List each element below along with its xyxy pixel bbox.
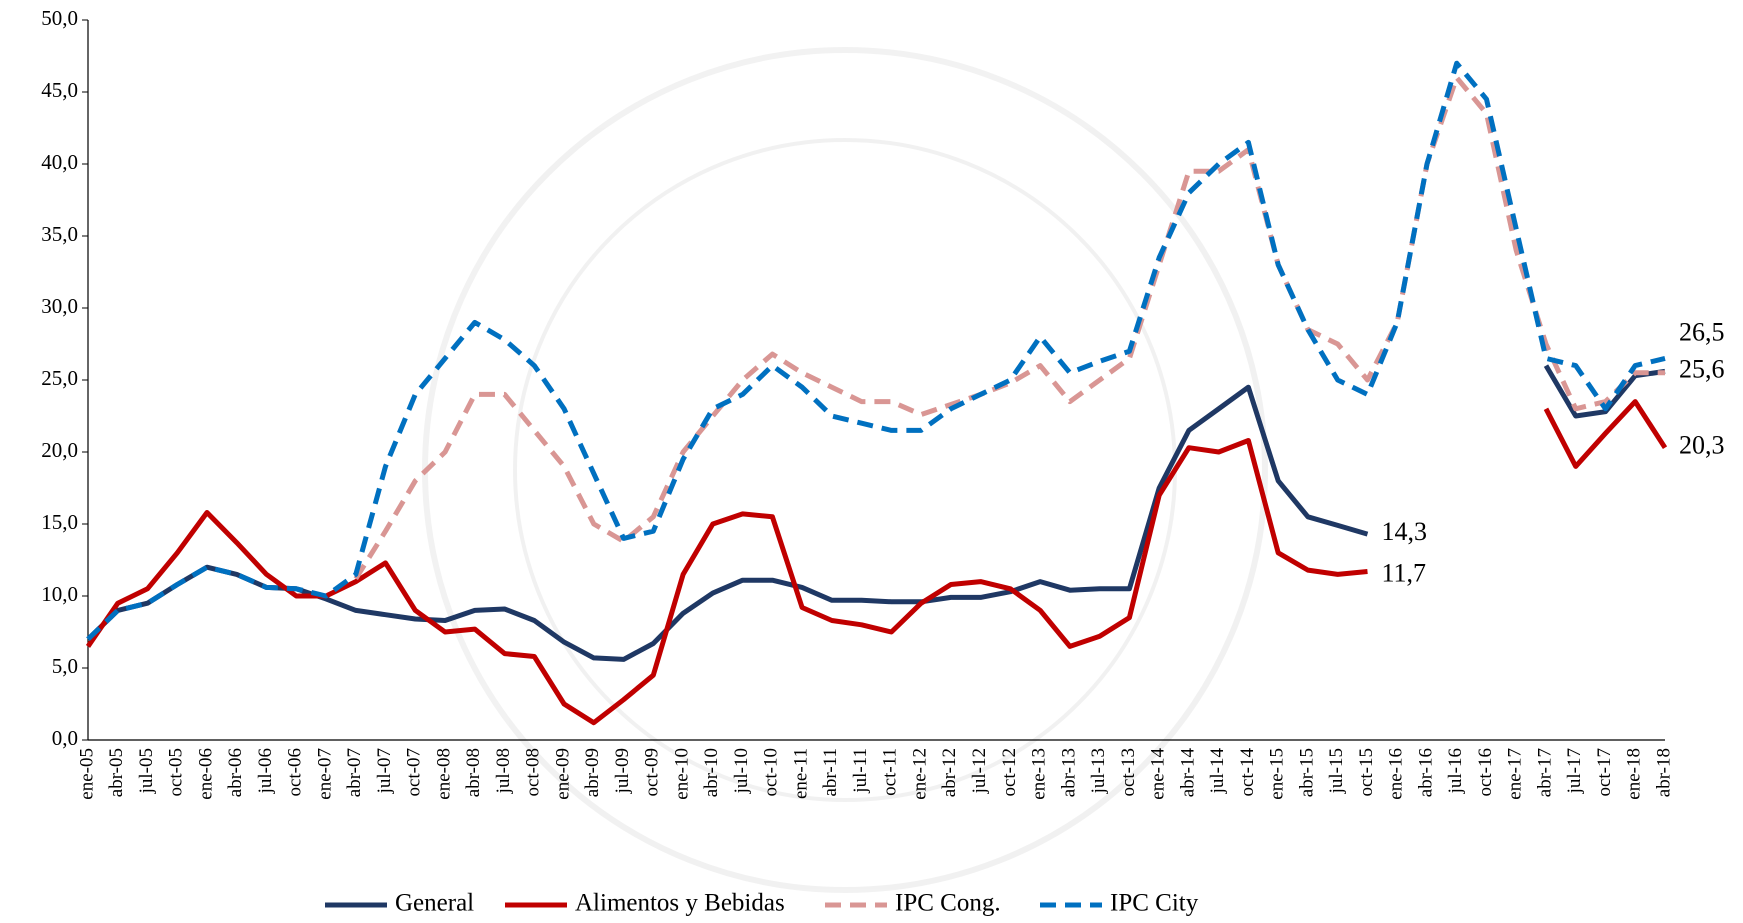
y-tick-label: 20,0: [41, 438, 78, 462]
x-tick-label: jul-14: [1207, 748, 1228, 795]
x-tick-label: ene-17: [1505, 748, 1526, 800]
x-tick-label: jul-12: [969, 748, 990, 794]
y-tick-label: 35,0: [41, 222, 78, 246]
x-tick-label: abr-09: [582, 748, 603, 797]
x-tick-label: jul-16: [1445, 748, 1466, 794]
x-tick-label: jul-10: [731, 748, 752, 794]
legend-label: IPC City: [1110, 890, 1199, 917]
x-tick-label: abr-14: [1177, 748, 1198, 798]
x-tick-label: jul-08: [493, 748, 514, 794]
x-tick-label: abr-11: [820, 748, 841, 797]
x-tick-label: ene-16: [1386, 748, 1407, 800]
y-tick-label: 40,0: [41, 150, 78, 174]
x-tick-label: oct-05: [166, 748, 187, 797]
x-tick-label: ene-14: [1148, 748, 1169, 800]
x-tick-label: ene-06: [195, 748, 216, 800]
data-label: 14,3: [1381, 517, 1427, 546]
x-tick-label: abr-10: [701, 748, 722, 797]
x-tick-label: abr-18: [1653, 748, 1674, 797]
y-tick-label: 25,0: [41, 366, 78, 390]
series-line: [85, 399, 1668, 726]
x-tick-label: jul-09: [612, 748, 633, 794]
watermark: [422, 47, 1268, 893]
data-label: 25,6: [1679, 354, 1725, 383]
x-tick-label: abr-13: [1058, 748, 1079, 797]
data-label: 11,7: [1381, 558, 1426, 587]
x-tick-label: ene-15: [1267, 748, 1288, 800]
series-line: [86, 364, 1666, 662]
x-tick-label: ene-05: [76, 748, 97, 800]
x-tick-label: ene-13: [1029, 748, 1050, 800]
x-tick-label: oct-09: [642, 748, 663, 797]
y-tick-label: 15,0: [41, 510, 78, 534]
x-tick-label: jul-06: [255, 748, 276, 794]
y-tick-label: 5,0: [52, 654, 78, 678]
y-tick-label: 10,0: [41, 582, 78, 606]
x-tick-label: oct-15: [1356, 748, 1377, 797]
x-tick-label: abr-05: [106, 748, 127, 797]
series-line: [86, 60, 1666, 641]
y-tick-label: 50,0: [41, 6, 78, 30]
legend-label: Alimentos y Bebidas: [575, 890, 785, 917]
x-tick-label: oct-14: [1237, 748, 1258, 797]
x-tick-label: jul-13: [1088, 748, 1109, 794]
x-tick-label: oct-06: [285, 748, 306, 797]
x-tick-label: abr-06: [225, 748, 246, 797]
legend-label: General: [395, 890, 474, 917]
x-tick-label: abr-16: [1415, 748, 1436, 797]
y-tick-label: 30,0: [41, 294, 78, 318]
x-tick-label: ene-09: [552, 748, 573, 800]
x-tick-label: ene-11: [790, 748, 811, 799]
x-tick-label: jul-07: [374, 748, 395, 794]
x-tick-label: jul-15: [1326, 748, 1347, 794]
x-tick-label: jul-17: [1564, 748, 1585, 794]
x-tick-label: abr-17: [1534, 748, 1555, 797]
x-tick-label: abr-08: [463, 748, 484, 797]
x-tick-label: abr-07: [344, 748, 365, 797]
x-tick-label: abr-15: [1296, 748, 1317, 797]
x-tick-label: jul-11: [850, 748, 871, 794]
x-tick-label: oct-17: [1594, 748, 1615, 797]
x-tick-label: oct-11: [880, 748, 901, 796]
x-tick-label: ene-10: [671, 748, 692, 800]
x-tick-label: oct-12: [999, 748, 1020, 797]
x-tick-label: oct-16: [1475, 748, 1496, 797]
series-line: [353, 75, 1665, 581]
y-tick-label: 45,0: [41, 78, 78, 102]
data-label: 26,5: [1679, 317, 1725, 346]
x-tick-label: abr-12: [939, 748, 960, 797]
x-tick-label: ene-12: [909, 748, 930, 800]
y-tick-label: 0,0: [52, 726, 78, 750]
x-tick-label: ene-18: [1624, 748, 1645, 800]
x-tick-label: ene-07: [314, 748, 335, 800]
x-tick-label: ene-08: [433, 748, 454, 800]
data-label: 20,3: [1679, 431, 1725, 460]
x-tick-label: oct-08: [523, 748, 544, 797]
x-tick-label: oct-10: [761, 748, 782, 797]
legend-label: IPC Cong.: [895, 890, 1001, 917]
x-tick-label: oct-07: [404, 748, 425, 797]
x-tick-label: jul-05: [136, 748, 157, 794]
x-tick-label: oct-13: [1118, 748, 1139, 797]
